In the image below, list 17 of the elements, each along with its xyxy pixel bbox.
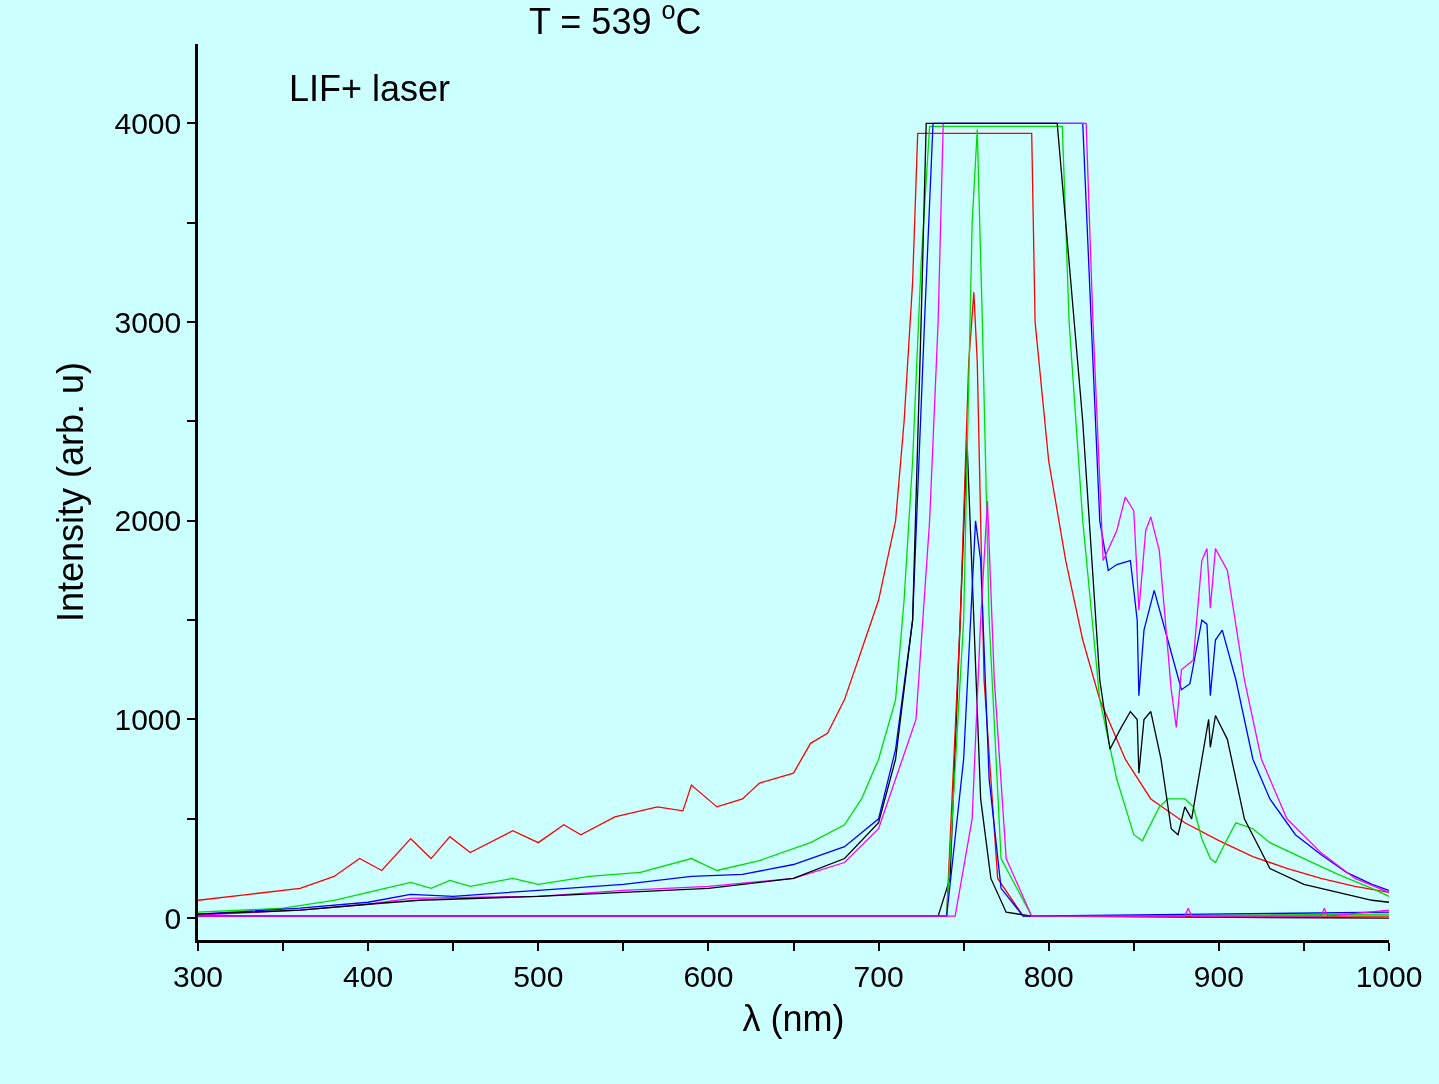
x-tick-label: 600 [683, 959, 734, 993]
x-tick-label: 1000 [1355, 959, 1423, 993]
x-tick-label: 500 [513, 959, 564, 993]
x-axis-title: λ (nm) [742, 998, 845, 1040]
y-tick-label: 3000 [114, 305, 182, 339]
text: T = 539 $^{o}$C [529, 0, 702, 43]
y-tick-label: 0 [164, 901, 182, 935]
x-tick-label: 300 [172, 959, 224, 993]
y-tick-label: 2000 [114, 504, 182, 538]
y-tick-label: 1000 [114, 702, 182, 736]
x-tick-label: 700 [853, 959, 904, 993]
y-axis-title: Intensity (arb. u) [50, 361, 92, 623]
y-tick-label: 4000 [114, 106, 182, 140]
x-tick-label: 900 [1193, 959, 1244, 993]
annotation: LIF+ laser [289, 68, 451, 109]
x-tick-label: 800 [1023, 959, 1074, 993]
x-tick-label: 400 [343, 959, 394, 993]
